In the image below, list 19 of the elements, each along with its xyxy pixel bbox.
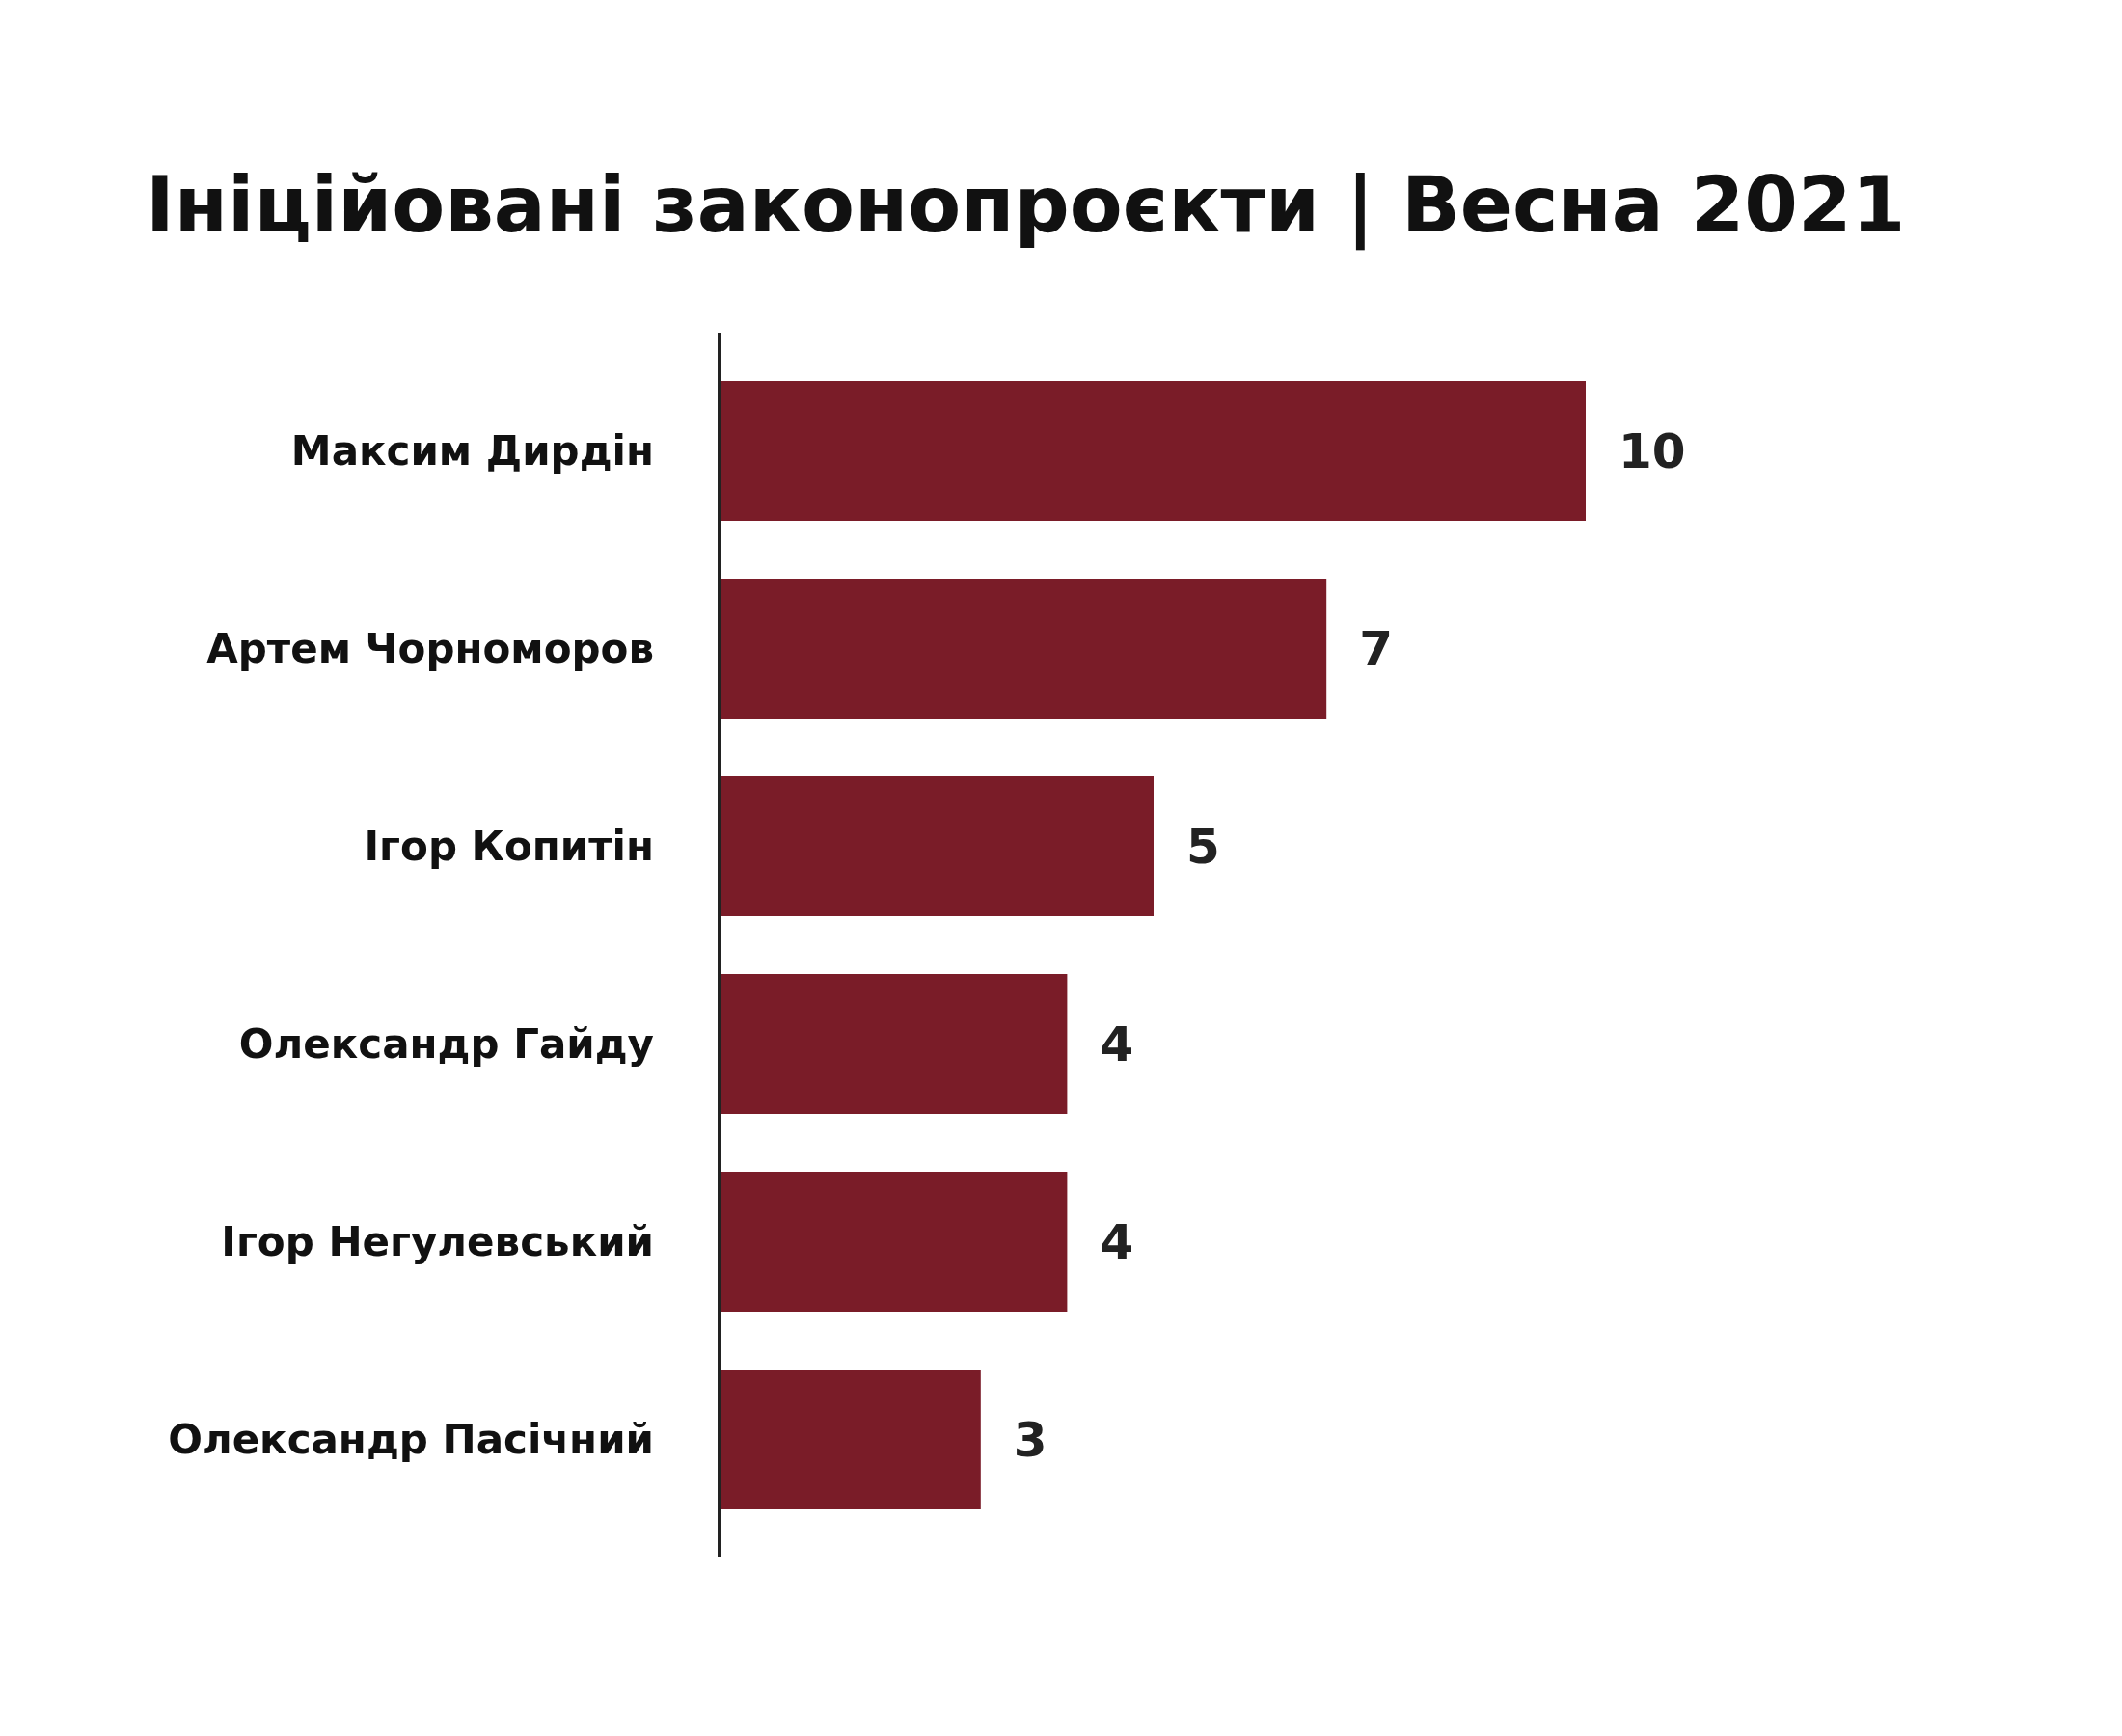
y-tick-label: Ігор Негулевський <box>221 1218 654 1266</box>
y-tick-label: Ігор Копитін <box>364 823 654 871</box>
chart-title: Ініційовані законопроєкти | Весна 2021 <box>146 160 1906 251</box>
bar <box>721 381 1586 521</box>
bar <box>721 974 1068 1114</box>
data-label: 7 <box>1359 621 1393 677</box>
bar <box>721 1172 1068 1312</box>
bar <box>721 579 1327 719</box>
data-label: 3 <box>1013 1412 1047 1468</box>
data-label: 4 <box>1100 1214 1134 1270</box>
data-label: 5 <box>1186 819 1220 875</box>
y-tick-label: Артем Чорноморов <box>206 625 654 673</box>
y-tick-label: Олександр Пасічний <box>168 1416 654 1464</box>
data-label: 4 <box>1100 1017 1134 1072</box>
bar <box>721 776 1154 916</box>
y-tick-label: Максим Дирдін <box>290 427 654 475</box>
bar <box>721 1370 981 1509</box>
data-label: 10 <box>1619 423 1686 479</box>
y-tick-label: Олександр Гайду <box>238 1020 654 1069</box>
